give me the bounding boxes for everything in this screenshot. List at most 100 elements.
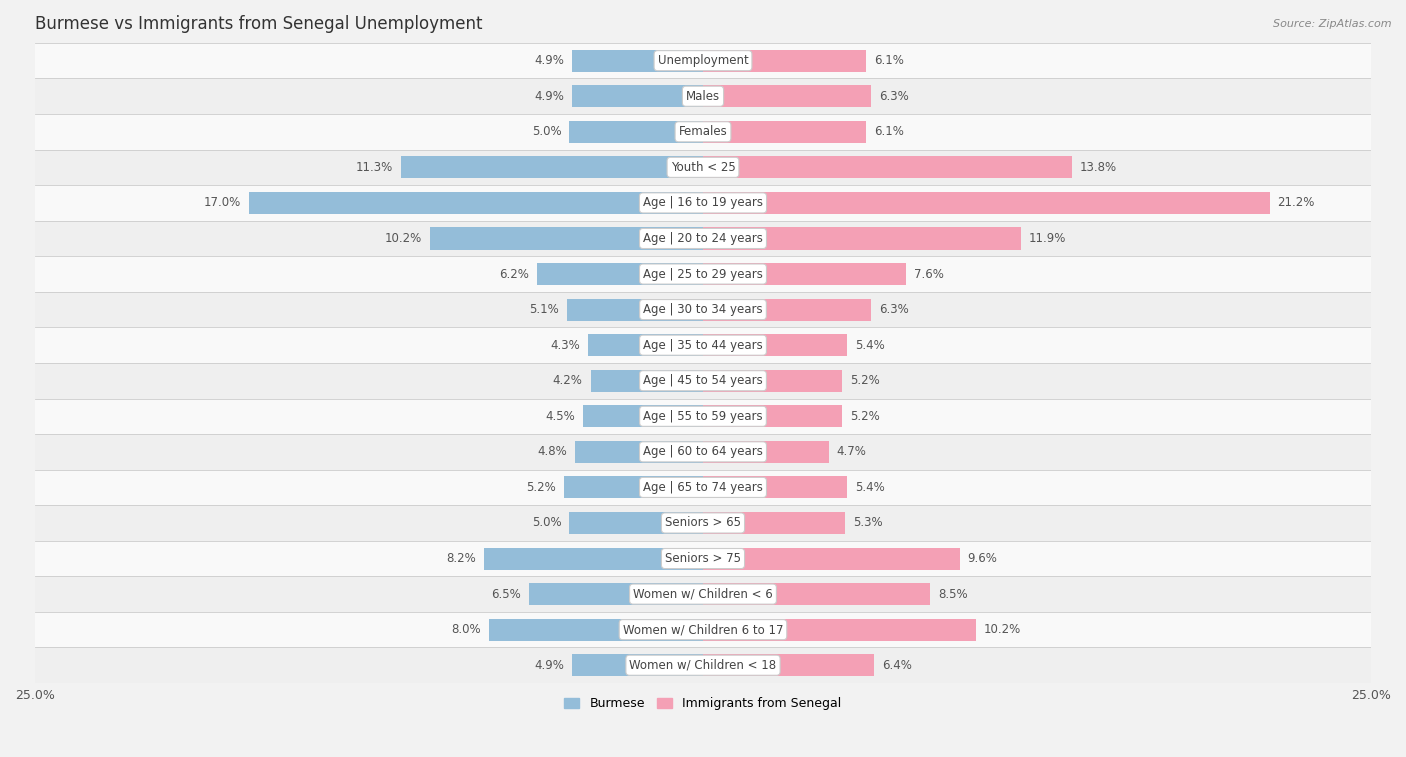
Bar [703,263,905,285]
Text: Women w/ Children < 18: Women w/ Children < 18 [630,659,776,671]
Text: Age | 55 to 59 years: Age | 55 to 59 years [643,410,763,423]
Text: Age | 16 to 19 years: Age | 16 to 19 years [643,196,763,210]
Text: 5.2%: 5.2% [851,374,880,388]
Text: 10.2%: 10.2% [984,623,1021,636]
Text: 5.4%: 5.4% [855,338,884,352]
Text: 6.3%: 6.3% [879,90,910,103]
Bar [35,647,1371,683]
Bar [484,547,703,569]
Text: 4.9%: 4.9% [534,55,564,67]
Bar [569,512,703,534]
Text: 13.8%: 13.8% [1080,160,1116,174]
Text: 4.2%: 4.2% [553,374,582,388]
Text: Age | 20 to 24 years: Age | 20 to 24 years [643,232,763,245]
Text: 7.6%: 7.6% [914,267,943,281]
Text: Women w/ Children 6 to 17: Women w/ Children 6 to 17 [623,623,783,636]
Text: Females: Females [679,126,727,139]
Bar [35,540,1371,576]
Text: 11.3%: 11.3% [356,160,394,174]
Text: 6.2%: 6.2% [499,267,529,281]
Bar [703,227,1021,250]
Text: 5.2%: 5.2% [526,481,555,494]
Bar [703,157,1071,179]
Bar [703,192,1270,214]
Bar [703,512,845,534]
Bar [703,476,848,498]
Text: 17.0%: 17.0% [204,196,240,210]
Bar [35,434,1371,469]
Text: Source: ZipAtlas.com: Source: ZipAtlas.com [1274,19,1392,29]
Bar [703,86,872,107]
Text: 4.8%: 4.8% [537,445,567,458]
Text: 11.9%: 11.9% [1029,232,1066,245]
Text: Age | 60 to 64 years: Age | 60 to 64 years [643,445,763,458]
Text: 6.5%: 6.5% [492,587,522,600]
Legend: Burmese, Immigrants from Senegal: Burmese, Immigrants from Senegal [560,692,846,715]
Text: Unemployment: Unemployment [658,55,748,67]
Text: Youth < 25: Youth < 25 [671,160,735,174]
Text: Males: Males [686,90,720,103]
Bar [35,221,1371,257]
Bar [35,363,1371,398]
Bar [567,298,703,321]
Text: 9.6%: 9.6% [967,552,997,565]
Bar [35,576,1371,612]
Text: Seniors > 75: Seniors > 75 [665,552,741,565]
Text: 6.3%: 6.3% [879,303,910,316]
Bar [575,441,703,463]
Bar [703,50,866,72]
Text: Age | 45 to 54 years: Age | 45 to 54 years [643,374,763,388]
Bar [35,43,1371,79]
Text: 10.2%: 10.2% [385,232,422,245]
Text: Burmese vs Immigrants from Senegal Unemployment: Burmese vs Immigrants from Senegal Unemp… [35,15,482,33]
Text: 4.7%: 4.7% [837,445,866,458]
Bar [35,79,1371,114]
Text: 8.0%: 8.0% [451,623,481,636]
Bar [703,334,848,357]
Bar [572,50,703,72]
Bar [703,405,842,427]
Bar [35,257,1371,291]
Bar [430,227,703,250]
Bar [703,618,976,640]
Bar [564,476,703,498]
Text: Seniors > 65: Seniors > 65 [665,516,741,529]
Text: 5.1%: 5.1% [529,303,558,316]
Text: 5.0%: 5.0% [531,126,561,139]
Text: 5.2%: 5.2% [851,410,880,423]
Text: 6.1%: 6.1% [875,126,904,139]
Text: 5.3%: 5.3% [852,516,883,529]
Bar [249,192,703,214]
Bar [582,405,703,427]
Bar [35,612,1371,647]
Bar [703,441,828,463]
Text: 8.2%: 8.2% [446,552,475,565]
Bar [401,157,703,179]
Text: Age | 30 to 34 years: Age | 30 to 34 years [643,303,763,316]
Text: 6.4%: 6.4% [882,659,912,671]
Bar [35,469,1371,505]
Text: 21.2%: 21.2% [1278,196,1315,210]
Text: 4.9%: 4.9% [534,90,564,103]
Bar [537,263,703,285]
Text: 5.0%: 5.0% [531,516,561,529]
Bar [572,654,703,676]
Bar [591,369,703,392]
Text: Age | 35 to 44 years: Age | 35 to 44 years [643,338,763,352]
Bar [35,505,1371,540]
Text: 5.4%: 5.4% [855,481,884,494]
Bar [588,334,703,357]
Bar [489,618,703,640]
Bar [569,121,703,143]
Text: 6.1%: 6.1% [875,55,904,67]
Text: 4.9%: 4.9% [534,659,564,671]
Text: 8.5%: 8.5% [938,587,967,600]
Bar [35,291,1371,327]
Bar [703,121,866,143]
Text: Age | 25 to 29 years: Age | 25 to 29 years [643,267,763,281]
Bar [35,114,1371,150]
Bar [703,583,931,605]
Text: 4.3%: 4.3% [550,338,581,352]
Bar [529,583,703,605]
Text: 4.5%: 4.5% [546,410,575,423]
